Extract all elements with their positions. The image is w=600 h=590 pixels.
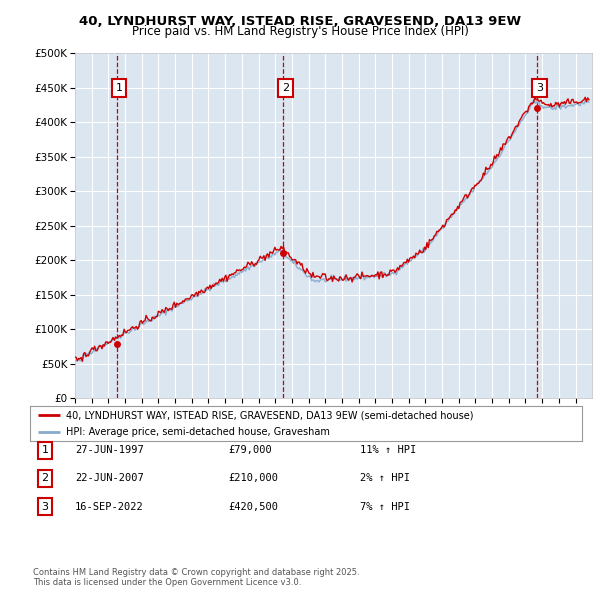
Text: 7% ↑ HPI: 7% ↑ HPI [360,502,410,512]
Text: 3: 3 [536,83,544,93]
Text: £210,000: £210,000 [228,474,278,483]
Text: HPI: Average price, semi-detached house, Gravesham: HPI: Average price, semi-detached house,… [66,427,330,437]
Text: 27-JUN-1997: 27-JUN-1997 [75,445,144,455]
Text: 22-JUN-2007: 22-JUN-2007 [75,474,144,483]
Text: 2% ↑ HPI: 2% ↑ HPI [360,474,410,483]
Text: 1: 1 [116,83,122,93]
Text: 1: 1 [41,445,49,455]
Text: 40, LYNDHURST WAY, ISTEAD RISE, GRAVESEND, DA13 9EW: 40, LYNDHURST WAY, ISTEAD RISE, GRAVESEN… [79,15,521,28]
Text: 2: 2 [41,474,49,483]
Text: Contains HM Land Registry data © Crown copyright and database right 2025.
This d: Contains HM Land Registry data © Crown c… [33,568,359,587]
Text: 40, LYNDHURST WAY, ISTEAD RISE, GRAVESEND, DA13 9EW (semi-detached house): 40, LYNDHURST WAY, ISTEAD RISE, GRAVESEN… [66,411,473,421]
Text: 11% ↑ HPI: 11% ↑ HPI [360,445,416,455]
Text: 16-SEP-2022: 16-SEP-2022 [75,502,144,512]
Text: 3: 3 [41,502,49,512]
Text: £79,000: £79,000 [228,445,272,455]
Text: 2: 2 [282,83,289,93]
Text: Price paid vs. HM Land Registry's House Price Index (HPI): Price paid vs. HM Land Registry's House … [131,25,469,38]
Text: £420,500: £420,500 [228,502,278,512]
